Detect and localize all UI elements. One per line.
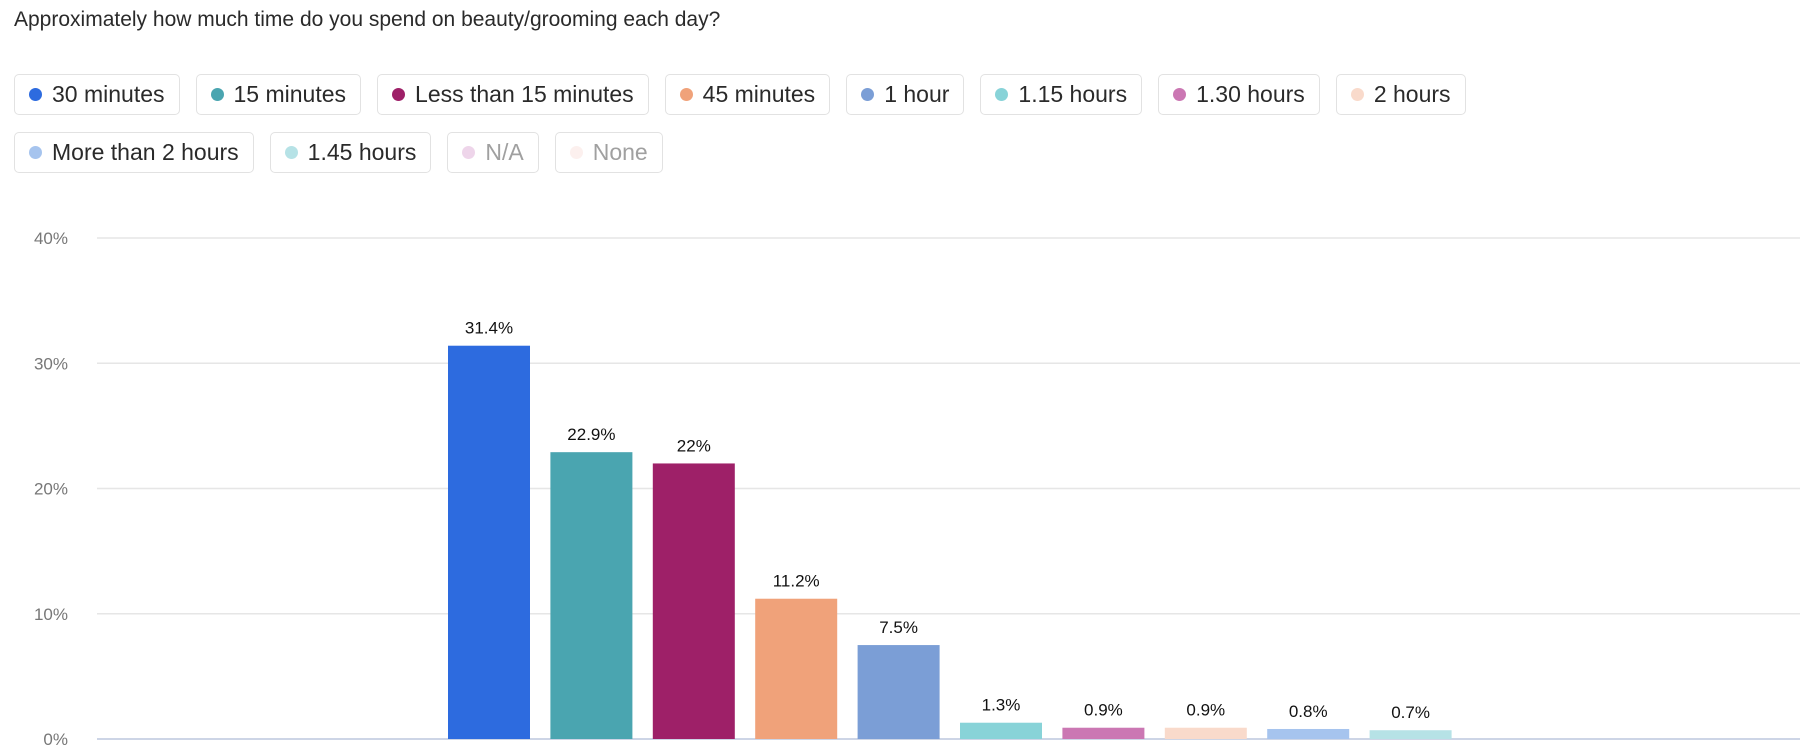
data-label: 22.9% — [567, 425, 615, 444]
legend-item[interactable]: N/A — [447, 132, 539, 173]
y-tick-label: 30% — [34, 354, 68, 373]
y-tick-label: 40% — [34, 229, 68, 248]
legend-dot-icon — [569, 146, 583, 159]
legend-label: 30 minutes — [52, 81, 165, 107]
data-label: 0.9% — [1084, 701, 1123, 720]
legend-dot-icon — [29, 88, 42, 101]
legend-item[interactable]: 15 minutes — [195, 74, 362, 115]
legend-dot-icon — [679, 88, 693, 101]
bar — [1062, 727, 1145, 739]
bar — [550, 452, 633, 739]
legend-item[interactable]: More than 2 hours — [14, 132, 254, 173]
legend-dot-icon — [1173, 88, 1187, 101]
legend-dot-icon — [462, 146, 476, 159]
y-tick-label: 10% — [34, 605, 68, 624]
legend-label: 1 hour — [884, 81, 950, 107]
legend-label: 1.30 hours — [1196, 81, 1305, 107]
bar — [1164, 727, 1247, 739]
bar — [960, 722, 1042, 739]
legend-label: 1.45 hours — [307, 139, 417, 165]
data-label: 0.9% — [1186, 701, 1225, 720]
data-label: 31.4% — [465, 319, 513, 338]
legend-item[interactable]: 2 hours — [1335, 74, 1466, 115]
legend-item[interactable]: 1.45 hours — [269, 132, 432, 173]
bar — [448, 345, 530, 739]
legend-dot-icon — [210, 88, 224, 101]
bar — [652, 463, 735, 739]
legend-dot-icon — [1350, 88, 1364, 101]
legend-item[interactable]: None — [554, 132, 663, 173]
legend-item[interactable]: 1.15 hours — [980, 74, 1143, 115]
y-tick-label: 0% — [43, 730, 68, 749]
legend-dot-icon — [995, 88, 1009, 101]
legend-label: N/A — [485, 139, 524, 165]
bar — [1369, 730, 1452, 739]
y-tick-label: 20% — [34, 480, 68, 499]
legend-dot-icon — [284, 146, 298, 159]
data-label: 11.2% — [773, 572, 820, 591]
bar — [1267, 728, 1350, 739]
data-label: 1.3% — [982, 696, 1021, 715]
legend-label: 2 hours — [1373, 81, 1451, 107]
data-label: 0.7% — [1391, 703, 1430, 722]
legend-item[interactable]: 1.30 hours — [1158, 74, 1320, 115]
bar — [755, 598, 838, 739]
data-label: 0.8% — [1289, 702, 1328, 721]
legend-dot-icon — [861, 88, 875, 101]
legend-item[interactable]: 30 minutes — [14, 74, 180, 115]
legend-label: Less than 15 minutes — [415, 81, 634, 107]
data-label: 7.5% — [879, 618, 918, 637]
legend-item[interactable]: Less than 15 minutes — [377, 74, 649, 115]
legend-label: 45 minutes — [702, 81, 816, 107]
bar — [857, 645, 940, 739]
legend: 30 minutes 15 minutes Less than 15 minutes… — [14, 74, 1634, 173]
legend-dot-icon — [392, 88, 406, 101]
data-label: 22% — [677, 436, 711, 455]
legend-label: More than 2 hours — [52, 139, 239, 165]
legend-dot-icon — [29, 146, 42, 159]
legend-label: 1.15 hours — [1018, 81, 1128, 107]
legend-item[interactable]: 1 hour — [846, 74, 965, 115]
legend-label: 15 minutes — [233, 81, 347, 107]
chart-title: Approximately how much time do you spend… — [14, 8, 721, 31]
legend-item[interactable]: 45 minutes — [664, 74, 831, 115]
legend-label: None — [592, 139, 648, 165]
